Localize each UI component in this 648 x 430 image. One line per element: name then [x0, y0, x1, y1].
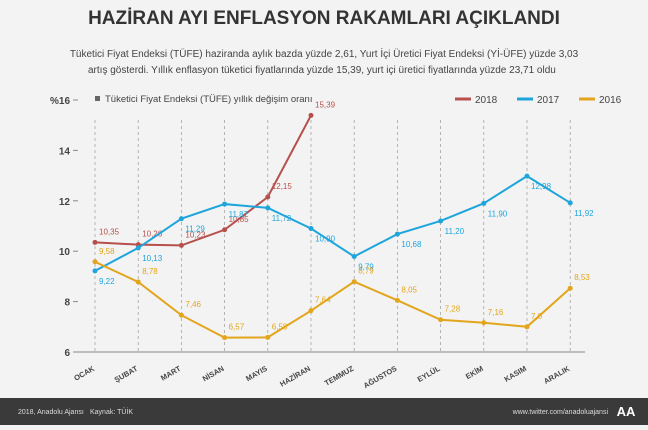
point [394, 297, 400, 303]
y-tick-label: 6 [64, 348, 70, 359]
point [524, 173, 530, 179]
footer-bar [0, 398, 648, 425]
value-label: 10,13 [142, 254, 163, 263]
point [92, 268, 98, 274]
value-label: 10,26 [142, 230, 163, 239]
value-label: 10,23 [185, 230, 206, 239]
legend-label: 2016 [599, 95, 622, 106]
chart-title: HAZİRAN AYI ENFLASYON RAKAMLARI AÇIKLAND… [88, 8, 560, 29]
copyright: 2018, Anadolu Ajansı [18, 409, 84, 416]
subtitle: Tüketici Fiyat Endeksi (TÜFE) haziranda … [70, 47, 579, 60]
value-label: 6,58 [272, 322, 288, 331]
value-label: 7,28 [445, 305, 461, 314]
y-tick-label: %16 [50, 96, 70, 107]
logo: AA [617, 404, 636, 419]
series-line [94, 260, 571, 339]
y-tick-label: 10 [59, 247, 71, 258]
value-label: 11,90 [488, 209, 508, 218]
value-label: 8,78 [142, 267, 158, 276]
point [178, 216, 184, 222]
point [308, 112, 314, 118]
point [308, 308, 314, 314]
value-label: 8,79 [358, 267, 374, 276]
value-label: 10,90 [315, 235, 336, 244]
value-label: 11,87 [229, 210, 249, 219]
point [351, 253, 357, 259]
legend-label: 2017 [537, 95, 560, 106]
value-label: 11,29 [185, 225, 205, 234]
value-label: 7,64 [315, 296, 331, 305]
y-tick-label: 12 [59, 197, 71, 208]
point [265, 205, 271, 211]
point [394, 231, 400, 237]
point [265, 334, 271, 340]
point [92, 259, 98, 265]
value-label: 10,85 [229, 215, 250, 224]
point [481, 200, 487, 206]
twitter: www.twitter.com/anadoluajansi [512, 409, 609, 416]
point [178, 242, 184, 248]
point [438, 317, 444, 323]
point [135, 245, 141, 251]
value-label: 11,92 [574, 209, 594, 218]
value-label: 7,16 [488, 308, 504, 317]
series-line [94, 114, 312, 247]
value-label: 7,0 [531, 312, 543, 321]
point [567, 200, 573, 206]
series-line [94, 174, 571, 272]
y-tick-label: 14 [59, 146, 71, 157]
value-label: 9,58 [99, 247, 115, 256]
point [222, 335, 228, 341]
point [178, 312, 184, 318]
point [265, 194, 271, 200]
value-label: 15,39 [315, 100, 336, 109]
point [222, 201, 228, 207]
value-label: 12,98 [531, 182, 552, 191]
note-marker [95, 96, 100, 101]
point [135, 279, 141, 285]
point [481, 320, 487, 326]
value-label: 10,35 [99, 227, 120, 236]
value-label: 12,15 [272, 182, 293, 191]
point [524, 324, 530, 330]
value-label: 11,20 [445, 227, 465, 236]
value-label: 10,68 [401, 240, 422, 249]
y-tick-label: 8 [64, 298, 70, 309]
value-label: 6,57 [229, 323, 245, 332]
value-label: 8,05 [401, 285, 417, 294]
point [308, 226, 314, 232]
point [222, 227, 228, 233]
point [567, 285, 573, 291]
value-label: 9,22 [99, 277, 115, 286]
point [438, 218, 444, 224]
source: Kaynak: TÜİK [90, 407, 133, 416]
value-label: 11,72 [272, 214, 292, 223]
legend-label: 2018 [475, 95, 498, 106]
point [92, 239, 98, 245]
point [351, 279, 357, 285]
value-label: 7,46 [185, 300, 201, 309]
note: Tüketici Fiyat Endeksi (TÜFE) yıllık değ… [105, 94, 312, 105]
value-label: 8,53 [574, 273, 590, 282]
value-label: 9,79 [358, 262, 374, 271]
subtitle: artış gösterdi. Yıllık enflasyon tüketic… [88, 65, 556, 76]
